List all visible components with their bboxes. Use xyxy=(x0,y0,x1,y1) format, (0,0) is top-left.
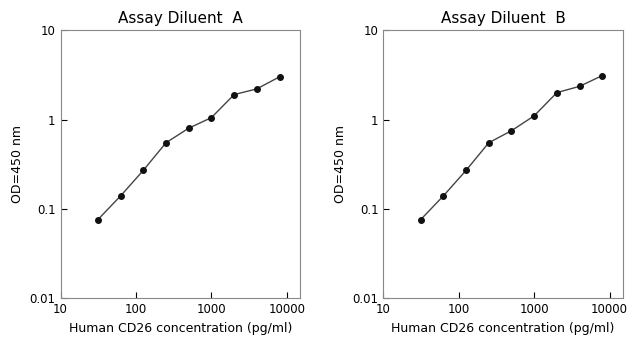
X-axis label: Human CD26 concentration (pg/ml): Human CD26 concentration (pg/ml) xyxy=(68,322,292,335)
Y-axis label: OD=450 nm: OD=450 nm xyxy=(334,125,347,203)
X-axis label: Human CD26 concentration (pg/ml): Human CD26 concentration (pg/ml) xyxy=(392,322,615,335)
Title: Assay Diluent  B: Assay Diluent B xyxy=(441,11,566,26)
Title: Assay Diluent  A: Assay Diluent A xyxy=(118,11,243,26)
Y-axis label: OD=450 nm: OD=450 nm xyxy=(11,125,24,203)
